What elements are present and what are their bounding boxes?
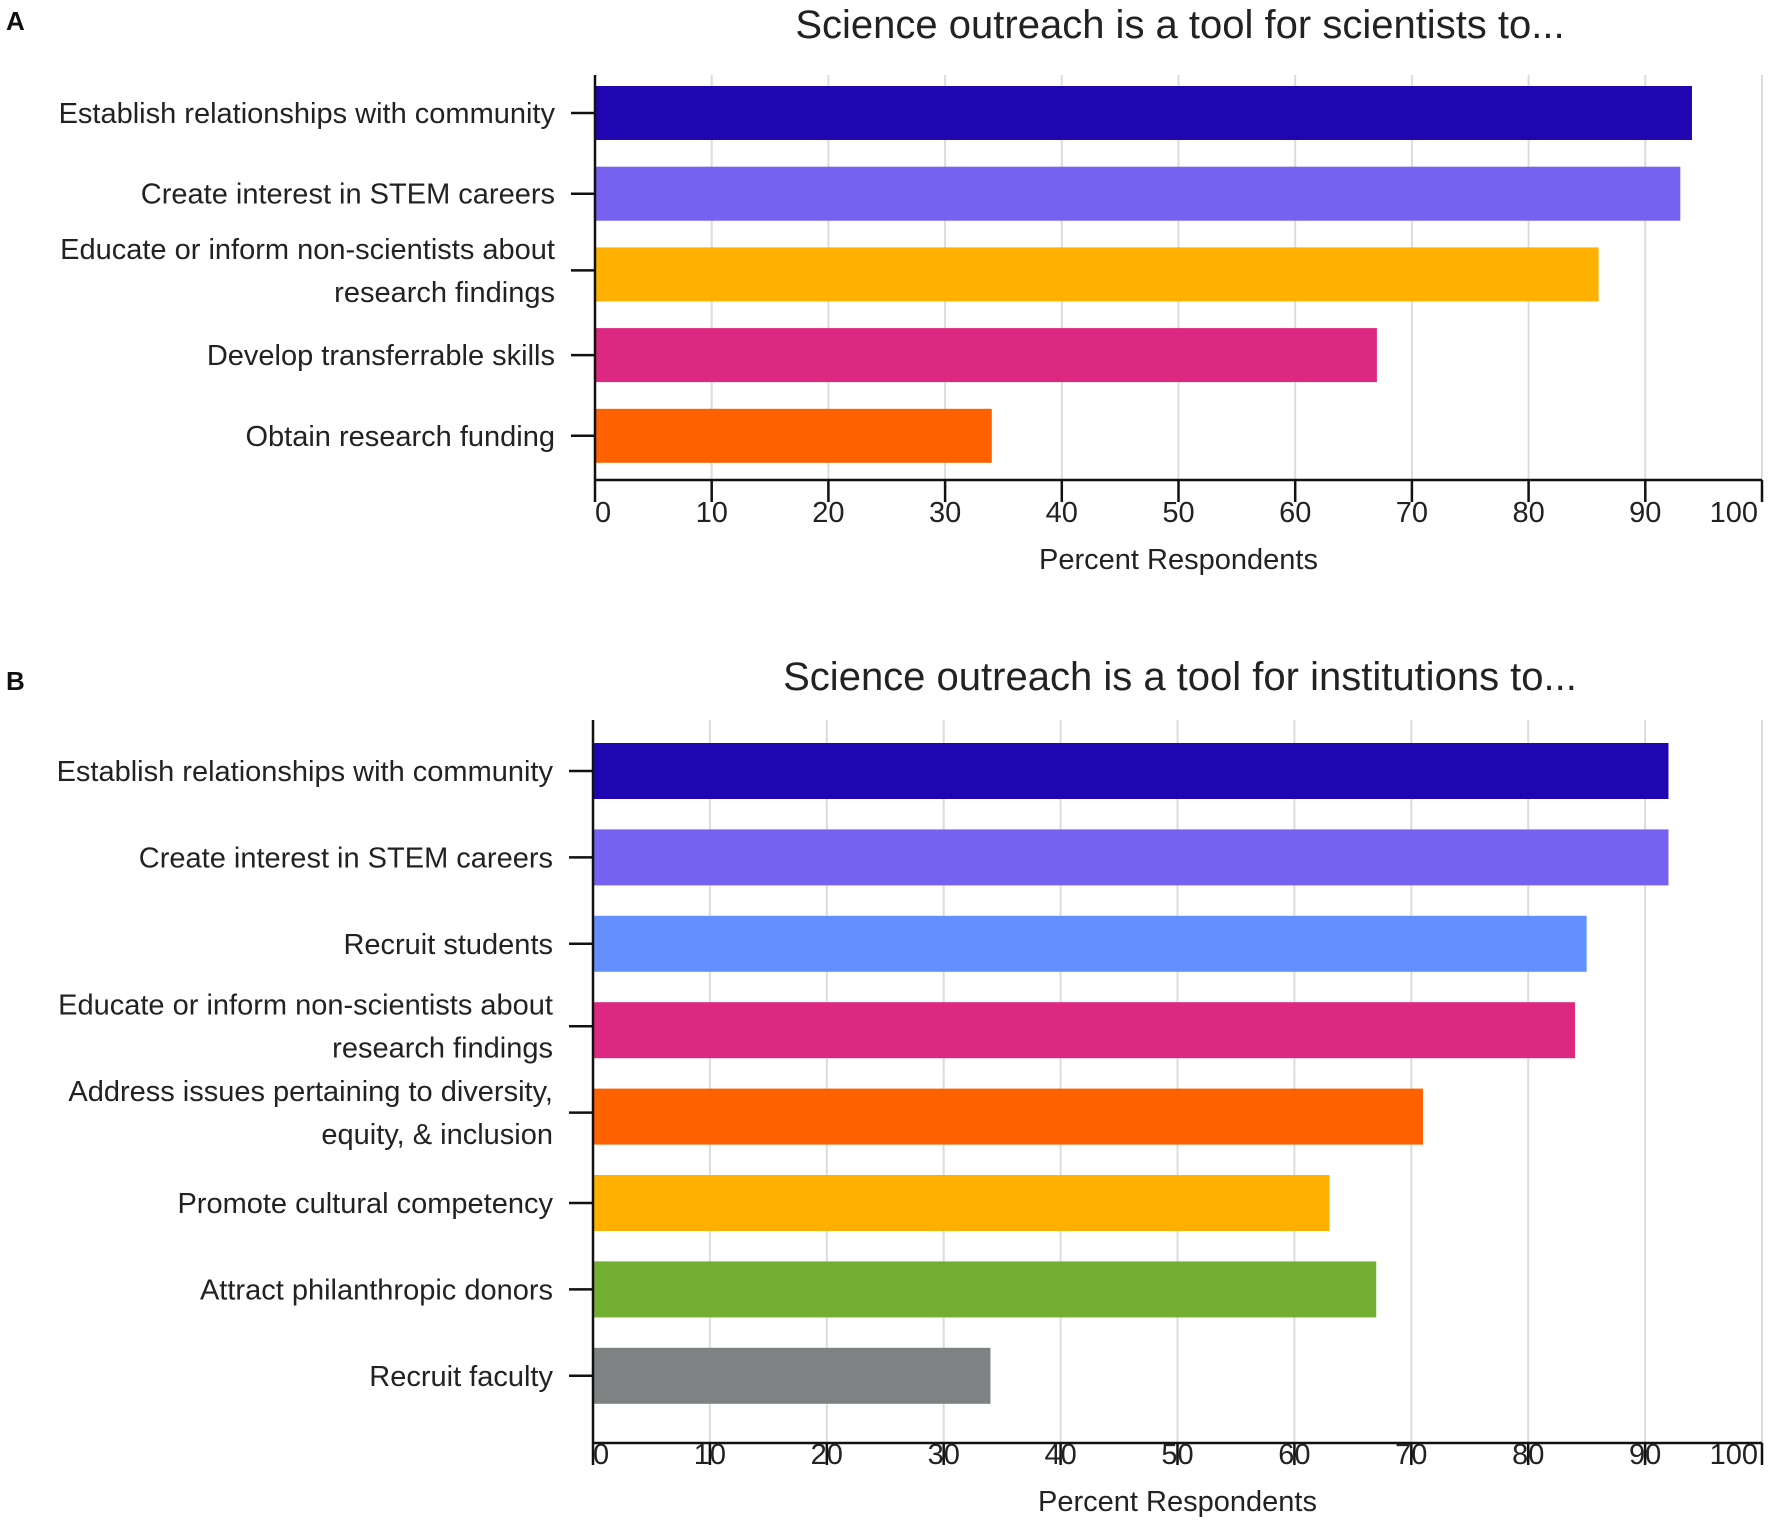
bar xyxy=(593,915,1587,972)
bar xyxy=(593,743,1669,799)
bar xyxy=(593,1261,1377,1318)
x-tick-label: 90 xyxy=(1629,497,1661,529)
panel-b: B Science outreach is a tool for institut… xyxy=(6,655,1764,1518)
category-label: Obtain research funding xyxy=(245,421,555,453)
category-label-line: Address issues pertaining to diversity, xyxy=(68,1076,553,1108)
x-tick-label: 20 xyxy=(812,497,844,529)
x-tick-label: 80 xyxy=(1512,1439,1544,1471)
x-tick-label: 100 xyxy=(1710,1439,1758,1471)
x-tick-label: 0 xyxy=(595,497,611,529)
x-axis-label: Percent Respondents xyxy=(1038,1486,1317,1518)
x-tick-label: 70 xyxy=(1395,1439,1427,1471)
category-label-line: Obtain research funding xyxy=(245,421,555,453)
x-tick-label: 0 xyxy=(593,1439,609,1471)
x-tick-label: 90 xyxy=(1629,1439,1661,1471)
category-label: Create interest in STEM careers xyxy=(139,842,553,874)
category-label: Recruit students xyxy=(343,929,553,961)
x-tick-label: 70 xyxy=(1396,497,1428,529)
x-tick-label: 60 xyxy=(1279,497,1311,529)
bars xyxy=(593,743,1669,1404)
category-label-line: Educate or inform non-scientists about xyxy=(60,234,555,266)
x-tick-label: 50 xyxy=(1162,497,1194,529)
bar xyxy=(593,1002,1575,1059)
category-label: Promote cultural competency xyxy=(177,1188,553,1220)
category-label-line: Recruit students xyxy=(343,929,553,961)
bar xyxy=(595,86,1692,140)
category-label: Educate or inform non-scientists about re… xyxy=(58,990,553,1065)
bar xyxy=(593,1088,1423,1145)
x-tick-label: 10 xyxy=(694,1439,726,1471)
category-label-line: Create interest in STEM careers xyxy=(141,179,555,211)
category-label: Address issues pertaining to diversity, e… xyxy=(68,1076,553,1151)
category-label-line: Create interest in STEM careers xyxy=(139,842,553,874)
category-label: Establish relationships with community xyxy=(59,98,556,130)
panel-label: A xyxy=(6,6,25,36)
category-label: Recruit faculty xyxy=(369,1361,553,1393)
category-label-line: Develop transferrable skills xyxy=(207,340,555,372)
x-tick-label: 40 xyxy=(1046,497,1078,529)
category-label-line: equity, & inclusion xyxy=(321,1119,553,1151)
chart-title: Science outreach is a tool for instituti… xyxy=(783,655,1577,699)
bar xyxy=(593,1175,1330,1231)
category-label: Create interest in STEM careers xyxy=(141,179,555,211)
x-axis-label: Percent Respondents xyxy=(1039,544,1318,576)
bar xyxy=(595,408,992,463)
panel-label: B xyxy=(6,666,25,696)
category-label: Establish relationships with community xyxy=(57,756,554,788)
category-label-line: Educate or inform non-scientists about xyxy=(58,990,553,1022)
bar xyxy=(593,1347,991,1404)
x-tick-label: 80 xyxy=(1512,497,1544,529)
category-label: Attract philanthropic donors xyxy=(200,1274,553,1306)
chart-title: Science outreach is a tool for scientist… xyxy=(795,3,1564,47)
category-label: Educate or inform non-scientists about re… xyxy=(60,234,555,309)
category-label-line: Attract philanthropic donors xyxy=(200,1274,553,1306)
x-tick-label: 30 xyxy=(929,497,961,529)
category-label-line: Promote cultural competency xyxy=(177,1188,553,1220)
bars xyxy=(595,86,1692,463)
bar xyxy=(595,328,1377,383)
category-label-line: research findings xyxy=(332,1033,553,1065)
category-label-line: Establish relationships with community xyxy=(59,98,556,130)
x-tick-label: 20 xyxy=(811,1439,843,1471)
panel-a: A Science outreach is a tool for scientis… xyxy=(6,3,1764,576)
category-label: Develop transferrable skills xyxy=(207,340,555,372)
x-tick-label: 30 xyxy=(928,1439,960,1471)
x-tick-label: 60 xyxy=(1278,1439,1310,1471)
x-tick-label: 40 xyxy=(1044,1439,1076,1471)
x-tick-label: 100 xyxy=(1710,497,1758,529)
category-label-line: Establish relationships with community xyxy=(57,756,554,788)
category-label-line: research findings xyxy=(334,277,555,309)
bar xyxy=(595,166,1681,221)
x-tick-label: 50 xyxy=(1161,1439,1193,1471)
x-tick-label: 10 xyxy=(696,497,728,529)
category-label-line: Recruit faculty xyxy=(369,1361,553,1393)
bar xyxy=(595,247,1599,302)
bar xyxy=(593,829,1669,886)
